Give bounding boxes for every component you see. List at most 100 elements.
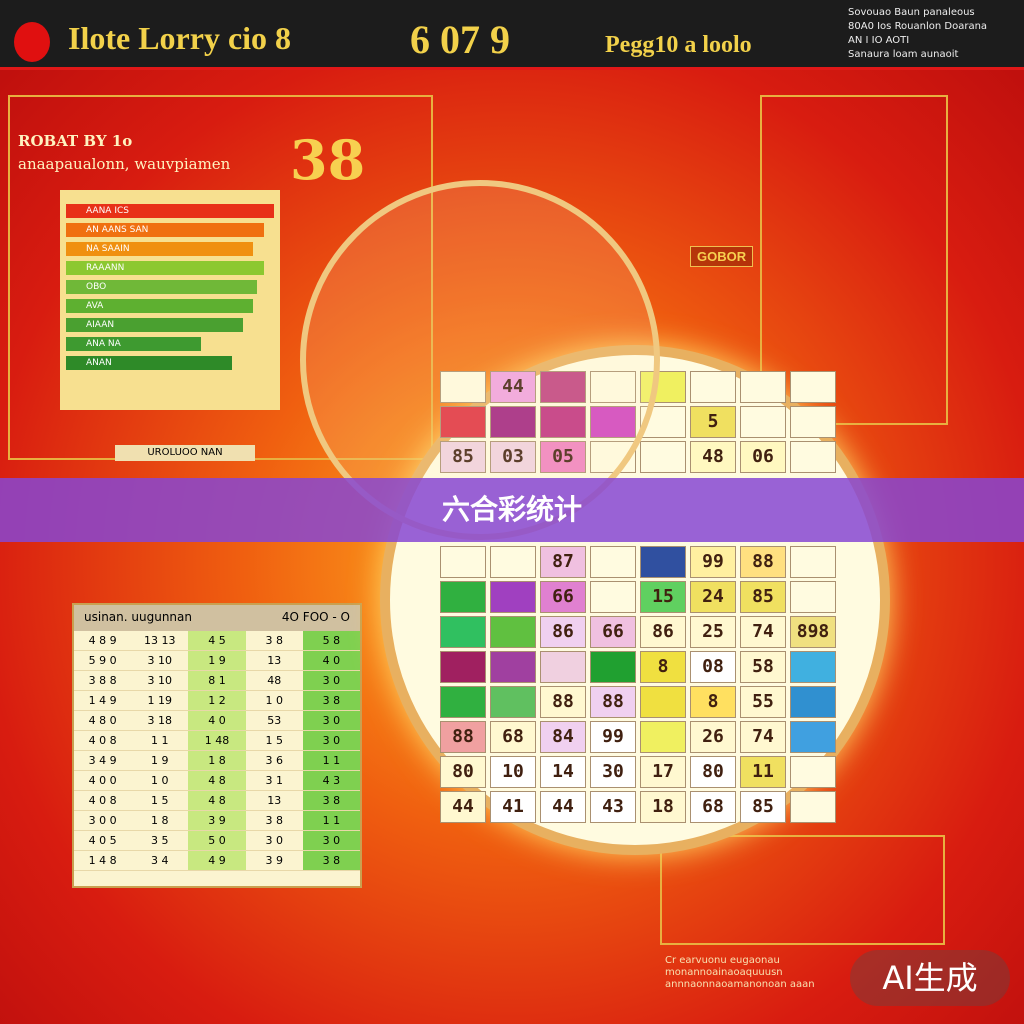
number-cell: 30 <box>590 756 636 788</box>
number-cell: 66 <box>540 581 586 613</box>
table-cell: 4 8 <box>188 791 246 810</box>
table-cell: 4 8 0 <box>88 714 117 727</box>
bar-item: AVA <box>66 299 254 313</box>
table-cell: 1 8 <box>188 751 246 770</box>
table-cell: 3 8 8 <box>88 674 117 687</box>
bar-list: AANA ICS AN AANS SAN NA SAAIN RAAANN OBO AVA A… <box>60 190 280 410</box>
number-cell <box>690 371 736 403</box>
table-cell: 3 10 <box>147 674 173 687</box>
table-header-left: usinan. uugunnan <box>84 610 192 624</box>
table-cell: 4 0 0 <box>88 774 117 787</box>
number-cell: 14 <box>540 756 586 788</box>
table-cell: 1 1 <box>151 734 169 747</box>
right-panel-label: GOBOR <box>690 246 754 267</box>
number-cell <box>490 651 536 683</box>
bar-item: NA SAAIN <box>66 242 254 256</box>
table-header-right: 4O FOO - O <box>281 610 350 624</box>
header-subtitle: Pegg10 a loolo <box>605 32 752 58</box>
table-row: 4 8 0 3 18 4 0 53 3 0 <box>74 711 361 731</box>
table-row: 3 4 9 1 9 1 8 3 6 1 1 <box>74 751 361 771</box>
table-cell: 1 19 <box>147 694 173 707</box>
table-cell: 3 4 9 <box>88 754 117 767</box>
number-cell: 80 <box>690 756 736 788</box>
bar-item: AANA ICS <box>66 204 274 218</box>
number-cell <box>790 371 836 403</box>
table-cell: 3 5 <box>151 834 169 847</box>
number-cell <box>790 651 836 683</box>
number-cell: 17 <box>640 756 686 788</box>
ai-watermark: AI生成 <box>850 950 1010 1006</box>
number-cell: 48 <box>690 441 736 473</box>
number-cell: 74 <box>740 721 786 753</box>
number-cell <box>440 546 486 578</box>
table-row: 4 0 8 1 1 1 48 1 5 3 0 <box>74 731 361 751</box>
left-panel-button[interactable]: UROLUOO NAN <box>115 445 255 461</box>
table-cell: 4 0 <box>188 711 246 730</box>
number-cell: 66 <box>590 616 636 648</box>
table-cell: 5 0 <box>188 831 246 850</box>
header-title: Ilote Lorry cio 8 <box>68 20 292 56</box>
table-row: 4 0 8 1 5 4 8 13 3 8 <box>74 791 361 811</box>
bar-item: AIAAN <box>66 318 243 332</box>
number-cell <box>790 441 836 473</box>
number-cell: 85 <box>740 581 786 613</box>
title-banner: 六合彩统计 <box>0 478 1024 542</box>
table-cell: 1 1 <box>302 811 361 830</box>
number-cell <box>590 581 636 613</box>
bar-item: OBO <box>66 280 258 294</box>
table-cell: 3 0 <box>302 671 361 690</box>
number-cell <box>790 581 836 613</box>
number-cell: 44 <box>540 791 586 823</box>
table-cell: 3 18 <box>147 714 173 727</box>
number-cell <box>640 721 686 753</box>
number-cell <box>440 651 486 683</box>
number-cell <box>590 651 636 683</box>
number-cell: 8 <box>640 651 686 683</box>
table-cell: 3 8 <box>302 851 361 870</box>
number-cell <box>790 791 836 823</box>
table-cell: 4 8 <box>188 771 246 790</box>
number-cell: 18 <box>640 791 686 823</box>
table-cell: 3 1 <box>265 774 283 787</box>
number-cell: 43 <box>590 791 636 823</box>
table-cell: 1 4 8 <box>88 854 117 867</box>
small-line: Sovouao Baun panaleous <box>848 7 975 18</box>
number-cell: 15 <box>640 581 686 613</box>
number-cell: 88 <box>440 721 486 753</box>
number-cell: 88 <box>590 686 636 718</box>
number-cell: 87 <box>540 546 586 578</box>
table-cell: 13 <box>267 654 282 667</box>
number-cell: 80 <box>440 756 486 788</box>
table-cell: 3 8 <box>265 814 283 827</box>
number-cell: 06 <box>740 441 786 473</box>
table-cell: 1 48 <box>188 731 246 750</box>
table-cell: 1 9 <box>151 754 169 767</box>
table-cell: 4 0 8 <box>88 794 117 807</box>
number-cell: 55 <box>740 686 786 718</box>
table-cell: 53 <box>267 714 282 727</box>
table-cell: 3 0 <box>302 731 361 750</box>
number-cell <box>790 406 836 438</box>
number-cell: 11 <box>740 756 786 788</box>
table-cell: 3 0 <box>302 711 361 730</box>
table-cell: 5 9 0 <box>88 654 117 667</box>
number-cell: 74 <box>740 616 786 648</box>
table-row: 5 9 0 3 10 1 9 13 4 0 <box>74 651 361 671</box>
number-cell <box>640 441 686 473</box>
table-row: 4 0 5 3 5 5 0 3 0 3 0 <box>74 831 361 851</box>
table-cell: 1 1 <box>302 751 361 770</box>
left-panel-title: ROBAT BY 1o <box>18 132 133 150</box>
table-cell: 5 8 <box>302 631 361 650</box>
number-cell <box>790 756 836 788</box>
table-cell: 4 5 <box>188 631 246 650</box>
table-cell: 3 4 <box>151 854 169 867</box>
table-row: 1 4 8 3 4 4 9 3 9 3 8 <box>74 851 361 871</box>
table-cell: 4 0 8 <box>88 734 117 747</box>
table-cell: 3 6 <box>265 754 283 767</box>
header-small-text: Sovouao Baun panaleous 80A0 Ios Rouanlon… <box>848 6 1018 62</box>
number-cell <box>740 406 786 438</box>
number-cell <box>590 546 636 578</box>
number-cell <box>440 686 486 718</box>
top-header: Ilote Lorry cio 8 6 07 9 Pegg10 a loolo … <box>0 0 1024 70</box>
footer-text: Cr earvuonu eugaonau monannoainaoaquuusn… <box>665 955 815 990</box>
